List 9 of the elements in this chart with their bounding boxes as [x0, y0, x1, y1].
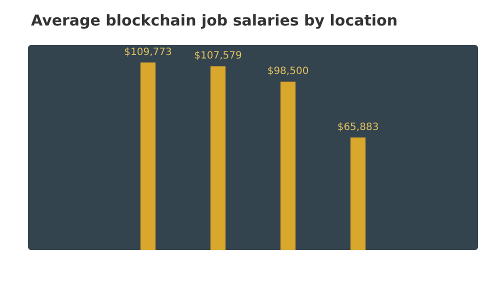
- chart-title: Average blockchain job salaries by location: [31, 12, 398, 30]
- data-label: $98,500: [267, 66, 309, 78]
- bar: [280, 82, 296, 250]
- data-label: $107,579: [194, 50, 242, 62]
- bar: [140, 62, 156, 250]
- data-label: $65,883: [337, 122, 379, 133]
- bar: [350, 137, 366, 250]
- data-label: $109,773: [124, 46, 172, 58]
- bar: [210, 66, 226, 250]
